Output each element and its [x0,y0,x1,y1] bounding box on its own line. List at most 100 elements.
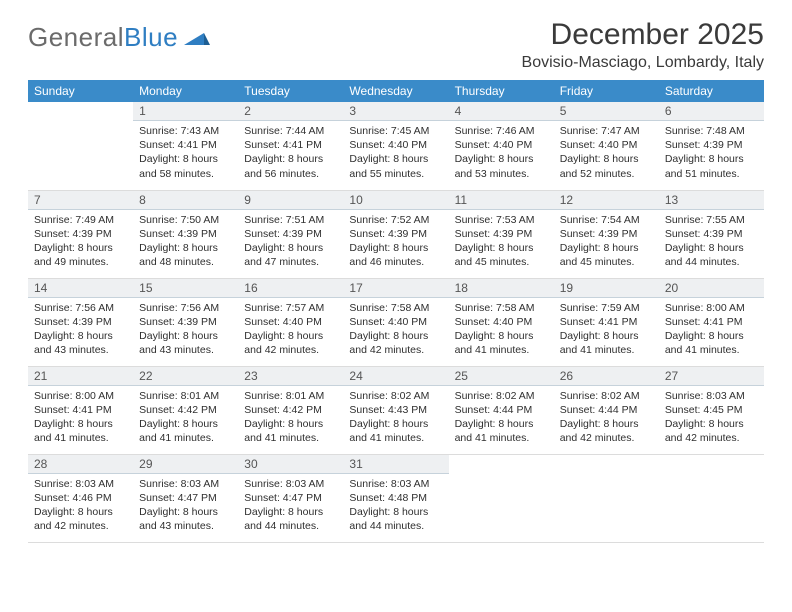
day-body: Sunrise: 8:02 AMSunset: 4:43 PMDaylight:… [343,386,448,450]
day-line-day1: Daylight: 8 hours [34,505,127,519]
day-line-sunrise: Sunrise: 7:43 AM [139,124,232,138]
month-title: December 2025 [522,18,764,52]
day-header: Friday [554,80,659,102]
page-header: GeneralBlue December 2025 Bovisio-Mascia… [28,18,764,72]
day-line-day1: Daylight: 8 hours [349,417,442,431]
day-body: Sunrise: 8:01 AMSunset: 4:42 PMDaylight:… [133,386,238,450]
day-line-day1: Daylight: 8 hours [455,241,548,255]
calendar-day-cell: 16Sunrise: 7:57 AMSunset: 4:40 PMDayligh… [238,278,343,366]
calendar-week-row: 7Sunrise: 7:49 AMSunset: 4:39 PMDaylight… [28,190,764,278]
day-line-day1: Daylight: 8 hours [244,241,337,255]
calendar-empty-cell [554,454,659,542]
day-body: Sunrise: 8:02 AMSunset: 4:44 PMDaylight:… [449,386,554,450]
day-number: 27 [659,367,764,386]
day-number: 18 [449,279,554,298]
day-body: Sunrise: 8:03 AMSunset: 4:48 PMDaylight:… [343,474,448,538]
day-line-day1: Daylight: 8 hours [139,241,232,255]
calendar-day-cell: 13Sunrise: 7:55 AMSunset: 4:39 PMDayligh… [659,190,764,278]
day-line-day2: and 44 minutes. [244,519,337,533]
day-body: Sunrise: 7:49 AMSunset: 4:39 PMDaylight:… [28,210,133,274]
day-line-sunset: Sunset: 4:44 PM [455,403,548,417]
calendar-day-cell: 11Sunrise: 7:53 AMSunset: 4:39 PMDayligh… [449,190,554,278]
day-line-sunrise: Sunrise: 7:52 AM [349,213,442,227]
day-line-sunrise: Sunrise: 8:03 AM [665,389,758,403]
calendar-empty-cell [28,102,133,190]
day-number: 21 [28,367,133,386]
day-line-sunrise: Sunrise: 7:44 AM [244,124,337,138]
calendar-day-cell: 10Sunrise: 7:52 AMSunset: 4:39 PMDayligh… [343,190,448,278]
day-header: Sunday [28,80,133,102]
day-line-sunrise: Sunrise: 7:45 AM [349,124,442,138]
day-number: 25 [449,367,554,386]
day-line-day1: Daylight: 8 hours [349,505,442,519]
day-body: Sunrise: 8:03 AMSunset: 4:47 PMDaylight:… [133,474,238,538]
title-block: December 2025 Bovisio-Masciago, Lombardy… [522,18,764,72]
calendar-day-cell: 24Sunrise: 8:02 AMSunset: 4:43 PMDayligh… [343,366,448,454]
day-line-day2: and 41 minutes. [139,431,232,445]
day-body: Sunrise: 7:55 AMSunset: 4:39 PMDaylight:… [659,210,764,274]
logo-triangle-icon [184,31,210,45]
day-line-sunset: Sunset: 4:40 PM [455,138,548,152]
calendar-week-row: 28Sunrise: 8:03 AMSunset: 4:46 PMDayligh… [28,454,764,542]
day-line-day2: and 52 minutes. [560,167,653,181]
calendar-day-cell: 22Sunrise: 8:01 AMSunset: 4:42 PMDayligh… [133,366,238,454]
day-number: 7 [28,191,133,210]
day-number: 30 [238,455,343,474]
day-number: 2 [238,102,343,121]
day-body: Sunrise: 8:00 AMSunset: 4:41 PMDaylight:… [28,386,133,450]
day-line-sunrise: Sunrise: 8:03 AM [244,477,337,491]
day-body: Sunrise: 8:02 AMSunset: 4:44 PMDaylight:… [554,386,659,450]
day-line-sunset: Sunset: 4:39 PM [139,315,232,329]
day-body: Sunrise: 7:48 AMSunset: 4:39 PMDaylight:… [659,121,764,185]
day-line-sunrise: Sunrise: 8:03 AM [34,477,127,491]
day-line-sunset: Sunset: 4:42 PM [244,403,337,417]
day-line-sunset: Sunset: 4:39 PM [244,227,337,241]
calendar-day-cell: 20Sunrise: 8:00 AMSunset: 4:41 PMDayligh… [659,278,764,366]
calendar-week-row: 1Sunrise: 7:43 AMSunset: 4:41 PMDaylight… [28,102,764,190]
day-number: 23 [238,367,343,386]
day-line-day2: and 49 minutes. [34,255,127,269]
day-line-day2: and 44 minutes. [665,255,758,269]
location-subtitle: Bovisio-Masciago, Lombardy, Italy [522,54,764,72]
calendar-day-cell: 30Sunrise: 8:03 AMSunset: 4:47 PMDayligh… [238,454,343,542]
day-line-sunset: Sunset: 4:41 PM [244,138,337,152]
day-line-sunset: Sunset: 4:48 PM [349,491,442,505]
day-body: Sunrise: 7:50 AMSunset: 4:39 PMDaylight:… [133,210,238,274]
day-body: Sunrise: 7:43 AMSunset: 4:41 PMDaylight:… [133,121,238,185]
day-line-sunset: Sunset: 4:47 PM [139,491,232,505]
calendar-day-cell: 4Sunrise: 7:46 AMSunset: 4:40 PMDaylight… [449,102,554,190]
day-line-day1: Daylight: 8 hours [139,505,232,519]
day-line-day1: Daylight: 8 hours [139,417,232,431]
day-line-sunset: Sunset: 4:39 PM [139,227,232,241]
day-line-sunset: Sunset: 4:43 PM [349,403,442,417]
calendar-day-cell: 2 Sunrise: 7:44 AMSunset: 4:41 PMDaylight… [238,102,343,190]
day-line-sunset: Sunset: 4:42 PM [139,403,232,417]
calendar-day-cell: 18Sunrise: 7:58 AMSunset: 4:40 PMDayligh… [449,278,554,366]
day-line-sunrise: Sunrise: 8:02 AM [455,389,548,403]
day-line-sunrise: Sunrise: 8:01 AM [139,389,232,403]
calendar-day-cell: 19Sunrise: 7:59 AMSunset: 4:41 PMDayligh… [554,278,659,366]
day-number: 8 [133,191,238,210]
day-line-day1: Daylight: 8 hours [560,241,653,255]
calendar-day-cell: 14Sunrise: 7:56 AMSunset: 4:39 PMDayligh… [28,278,133,366]
logo: GeneralBlue [28,22,210,53]
day-number: 3 [343,102,448,121]
day-line-day1: Daylight: 8 hours [244,152,337,166]
logo-word2: Blue [124,22,178,52]
day-number: 15 [133,279,238,298]
calendar-day-cell: 25Sunrise: 8:02 AMSunset: 4:44 PMDayligh… [449,366,554,454]
day-line-sunset: Sunset: 4:39 PM [665,227,758,241]
day-line-sunset: Sunset: 4:39 PM [34,315,127,329]
day-line-sunset: Sunset: 4:45 PM [665,403,758,417]
day-line-sunrise: Sunrise: 8:01 AM [244,389,337,403]
day-body: Sunrise: 7:58 AMSunset: 4:40 PMDaylight:… [343,298,448,362]
day-line-day1: Daylight: 8 hours [665,329,758,343]
day-header: Wednesday [343,80,448,102]
day-line-sunrise: Sunrise: 7:59 AM [560,301,653,315]
day-body: Sunrise: 7:58 AMSunset: 4:40 PMDaylight:… [449,298,554,362]
day-line-sunset: Sunset: 4:39 PM [455,227,548,241]
day-line-sunset: Sunset: 4:40 PM [560,138,653,152]
calendar-day-cell: 27Sunrise: 8:03 AMSunset: 4:45 PMDayligh… [659,366,764,454]
day-line-sunrise: Sunrise: 7:56 AM [34,301,127,315]
day-header-row: SundayMondayTuesdayWednesdayThursdayFrid… [28,80,764,102]
